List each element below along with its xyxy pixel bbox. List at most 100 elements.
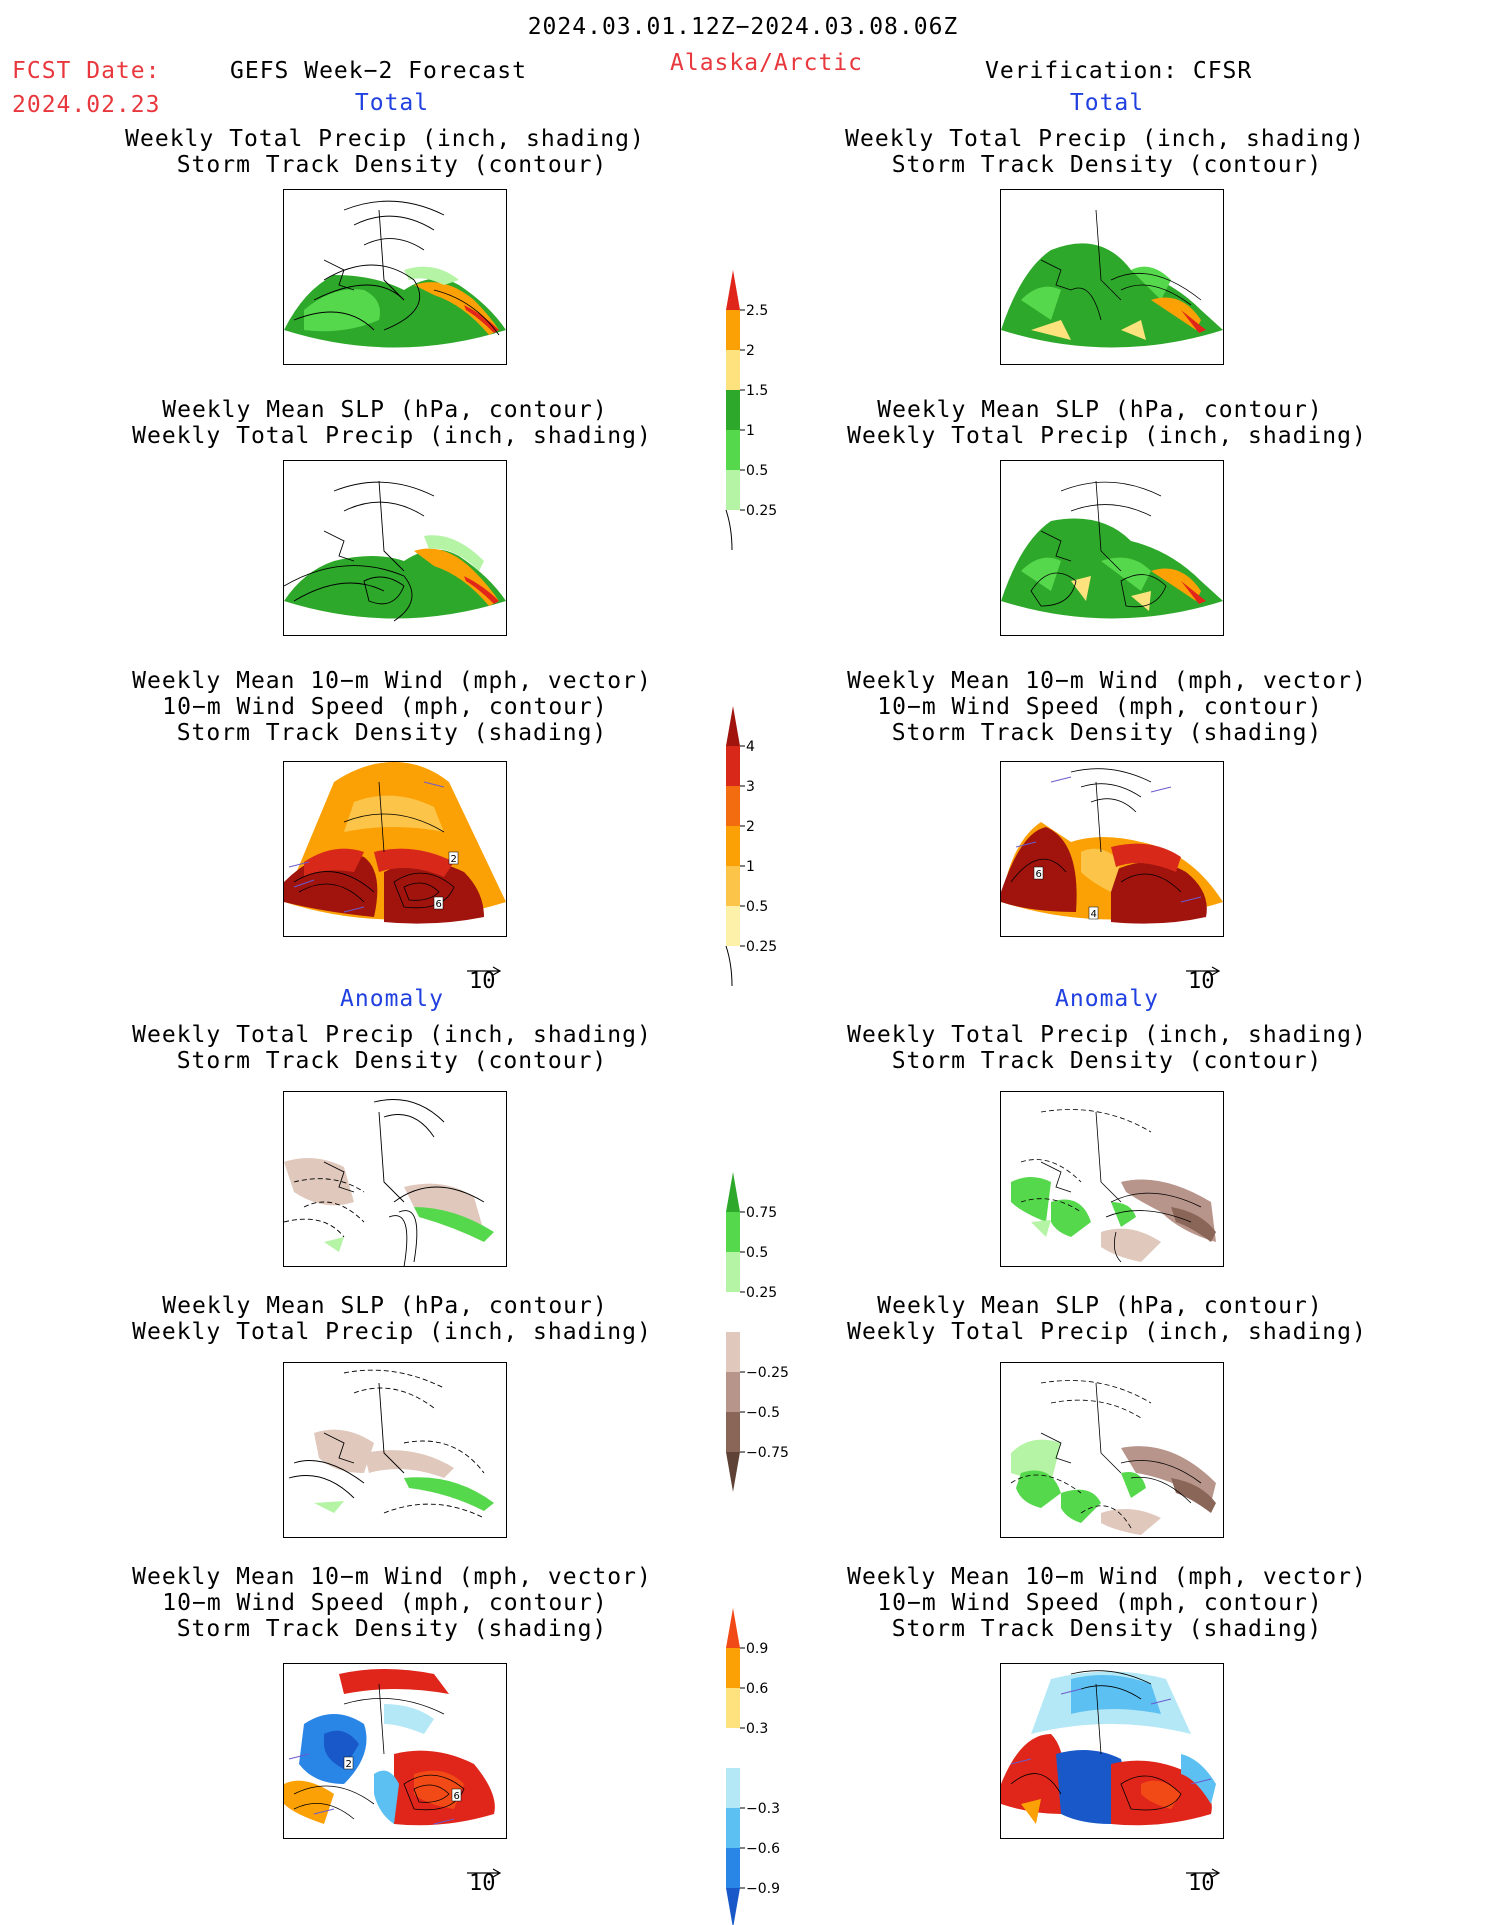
colorbar-label: 0.9 <box>746 1641 768 1657</box>
colorbar-label: 0.25 <box>746 1285 777 1301</box>
colorbar-tail <box>725 945 733 987</box>
title-r3-b: 10−m Wind Speed (mph, contour) <box>877 694 1323 720</box>
colorbar-tail <box>725 509 733 551</box>
colorbar-total-track: 4 3 2 1 0.5 0.25 <box>725 706 796 1000</box>
colorbar-label: −0.6 <box>746 1841 780 1857</box>
colorbar-swatch <box>726 1688 740 1728</box>
arrow-right-icon <box>467 966 502 976</box>
colorbar-label: −0.75 <box>746 1445 789 1461</box>
colorbar-label: 0.25 <box>746 939 777 955</box>
colorbar-swatch <box>726 1768 740 1808</box>
vector-reference-label: 10 <box>469 969 496 994</box>
colorbar-swatch <box>726 310 740 350</box>
colorbar-label: −0.9 <box>746 1881 780 1897</box>
map-forecast-anom-precip-track <box>283 1091 507 1267</box>
title-l2-a: Weekly Mean SLP (hPa, contour) <box>162 397 608 423</box>
contour-label: 2 <box>451 854 457 865</box>
section-anomaly-right: Anomaly <box>1055 986 1159 1012</box>
title-l2-b: Weekly Total Precip (inch, shading) <box>132 423 652 449</box>
colorbar-label: 0.75 <box>746 1205 777 1221</box>
colorbar-swatch <box>726 1292 740 1332</box>
title-l6-c: Storm Track Density (shading) <box>176 1616 608 1642</box>
map-verification-anom-precip-track <box>1000 1091 1224 1267</box>
contour-label: 4 <box>1091 909 1097 920</box>
colorbar-label: 0.3 <box>746 1721 768 1737</box>
colorbar-swatch <box>726 1648 740 1688</box>
title-l5-a: Weekly Mean SLP (hPa, contour) <box>162 1293 608 1319</box>
map-forecast-total-precip-track <box>283 189 507 365</box>
colorbar-swatch <box>726 1728 740 1768</box>
colorbar-swatch <box>726 1848 740 1888</box>
arrow-right-icon <box>467 1868 502 1878</box>
colorbar-label: 0.6 <box>746 1681 768 1697</box>
vector-reference-label: 10 <box>1188 969 1215 994</box>
title-l1-a: Weekly Total Precip (inch, shading) <box>125 126 645 152</box>
title-r5-b: Weekly Total Precip (inch, shading) <box>847 1319 1367 1345</box>
title-l3-a: Weekly Mean 10−m Wind (mph, vector) <box>132 668 652 694</box>
colorbar-label: −0.25 <box>746 1365 789 1381</box>
map-forecast-total-slp-precip <box>283 460 507 636</box>
fcst-date: 2024.02.23 <box>12 92 161 118</box>
colorbar-swatch <box>726 786 740 826</box>
title-r1-a: Weekly Total Precip (inch, shading) <box>845 126 1365 152</box>
colorbar-anom-track: 0.9 0.6 0.3 −0.3 −0.6 −0.9 <box>726 1608 796 1925</box>
title-r3-a: Weekly Mean 10−m Wind (mph, vector) <box>847 668 1367 694</box>
vector-reference-label: 10 <box>469 1871 496 1896</box>
title-r2-b: Weekly Total Precip (inch, shading) <box>847 423 1367 449</box>
title-r2-a: Weekly Mean SLP (hPa, contour) <box>877 397 1323 423</box>
colorbar-swatch <box>726 430 740 470</box>
title-l6-a: Weekly Mean 10−m Wind (mph, vector) <box>132 1564 652 1590</box>
colorbar-swatch <box>726 866 740 906</box>
title-r6-c: Storm Track Density (shading) <box>891 1616 1323 1642</box>
section-anomaly-left: Anomaly <box>340 986 444 1012</box>
colorbar-label: −0.5 <box>746 1405 780 1421</box>
title-r5-a: Weekly Mean SLP (hPa, contour) <box>877 1293 1323 1319</box>
colorbar-swatch <box>726 1372 740 1412</box>
colorbar-label: 1 <box>746 423 755 439</box>
colorbar-swatch <box>726 1212 740 1252</box>
map-verification-total-wind-track: 6 4 <box>1000 761 1224 937</box>
colorbar-label: 4 <box>746 739 755 755</box>
region-name: Alaska/Arctic <box>670 50 864 76</box>
colorbar-label: 3 <box>746 779 755 795</box>
title-l6-b: 10−m Wind Speed (mph, contour) <box>162 1590 608 1616</box>
colorbar-swatch <box>726 1452 740 1492</box>
colorbar-label: 0.5 <box>746 463 768 479</box>
colorbar-label: 2 <box>746 819 755 835</box>
colorbar-swatch <box>726 1252 740 1292</box>
section-total-left: Total <box>354 90 430 116</box>
section-total-right: Total <box>1069 90 1145 116</box>
colorbar-swatch <box>726 826 740 866</box>
colorbar-label: 2.5 <box>746 303 768 319</box>
colorbar-label: −0.3 <box>746 1801 780 1817</box>
colorbar-label: 0.5 <box>746 1245 768 1261</box>
colorbar-label: 1 <box>746 859 755 875</box>
model-name: GEFS Week−2 Forecast <box>230 58 527 84</box>
vector-reference-left-anom: 10 <box>467 1863 503 1896</box>
colorbar-swatch <box>726 1332 740 1372</box>
map-forecast-total-wind-track: 2 6 <box>283 761 507 937</box>
arrow-right-icon <box>1186 966 1221 976</box>
title-r6-a: Weekly Mean 10−m Wind (mph, vector) <box>847 1564 1367 1590</box>
colorbar-swatch <box>726 1608 740 1648</box>
colorbar-swatch <box>726 1172 740 1212</box>
colorbar-label: 2 <box>746 343 755 359</box>
title-l3-b: 10−m Wind Speed (mph, contour) <box>162 694 608 720</box>
title-l4-b: Storm Track Density (contour) <box>176 1048 608 1074</box>
title-r4-b: Storm Track Density (contour) <box>891 1048 1323 1074</box>
title-l5-b: Weekly Total Precip (inch, shading) <box>132 1319 652 1345</box>
title-l3-c: Storm Track Density (shading) <box>176 720 608 746</box>
map-forecast-anom-wind-track: 2 6 <box>283 1663 507 1839</box>
colorbar-swatch <box>726 470 740 510</box>
fcst-label: FCST Date: <box>12 58 161 84</box>
colorbar-swatch <box>726 390 740 430</box>
colorbar-swatch <box>726 706 740 746</box>
vector-reference-right-anom: 10 <box>1186 1863 1222 1896</box>
contour-label: 6 <box>454 1791 460 1802</box>
colorbar-swatch <box>726 746 740 786</box>
colorbar-swatch <box>726 1808 740 1848</box>
colorbar-label: 0.5 <box>746 899 768 915</box>
colorbar-swatch <box>726 1888 740 1925</box>
title-l4-a: Weekly Total Precip (inch, shading) <box>132 1022 652 1048</box>
colorbar-anom-precip: 0.75 0.5 0.25 −0.25 −0.5 −0.75 <box>726 1172 796 1492</box>
